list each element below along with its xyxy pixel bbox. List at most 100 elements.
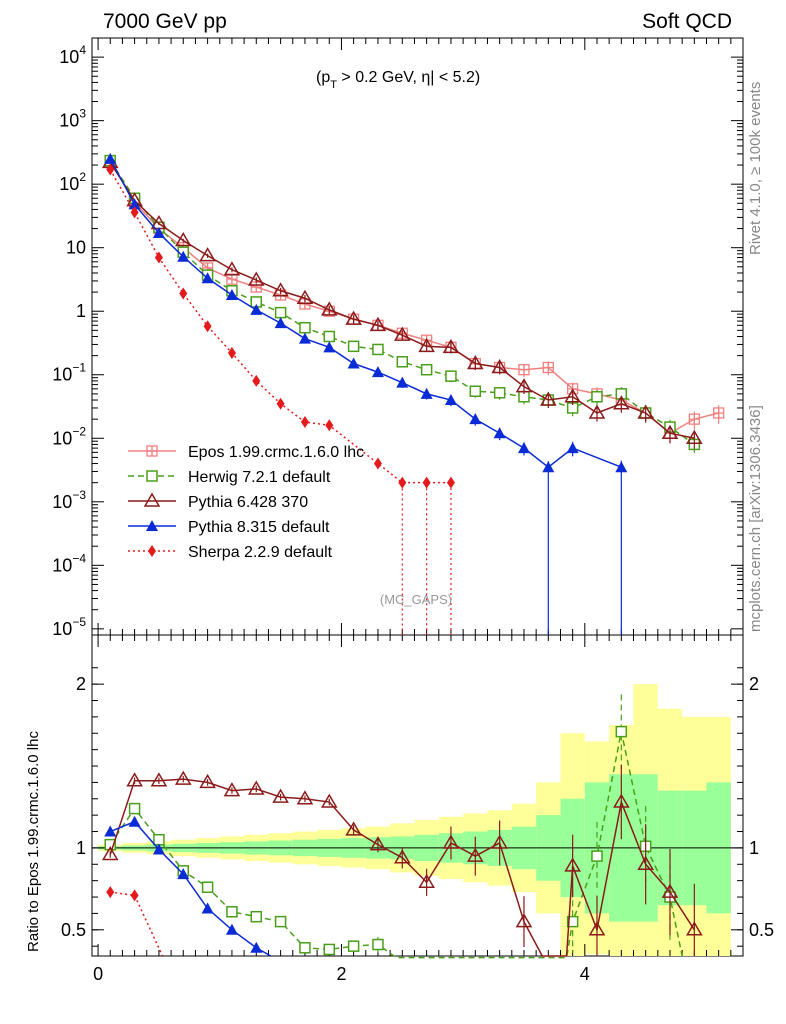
- main-point-2-5: [223, 261, 241, 276]
- legend-marker-3: [146, 520, 158, 531]
- main-line-1: [109, 160, 695, 446]
- main-point-2-13: [418, 337, 435, 353]
- main-ytick-label-6: 10−2: [52, 424, 86, 448]
- ratio-point-2-4: [201, 902, 214, 914]
- main-point-3-8: [298, 332, 311, 344]
- ytick-base: 10: [59, 47, 79, 67]
- main-point-4-5: [227, 346, 236, 359]
- main-series-3: [104, 152, 628, 635]
- main-point-2-7: [272, 282, 289, 297]
- main-point-2-14: [442, 338, 460, 354]
- annotation-open: (p: [316, 69, 330, 86]
- main-point-3-15: [469, 413, 482, 425]
- main-point-4-11: [398, 476, 407, 489]
- ratio-point-2-6: [250, 941, 263, 953]
- kinematic-annotation: (pT > 0.2 GeV, η| < 5.2): [316, 69, 480, 91]
- legend-label-0: Epos 1.99.crmc.1.6.0 lhc: [188, 444, 364, 461]
- main-point-4-6: [252, 374, 261, 387]
- ytick-base: 10: [52, 428, 72, 448]
- ratio-ytick-label-2: 2: [76, 674, 86, 694]
- main-point-2-19: [564, 388, 581, 403]
- ratio-line-3: [110, 891, 164, 957]
- ytick-base: 10: [52, 492, 72, 512]
- ytick-base: 10: [52, 555, 72, 575]
- main-ytick-label-8: 10−4: [52, 551, 86, 575]
- legend-label-2: Pythia 6.428 370: [188, 494, 308, 511]
- ratio-point-2-0: [104, 825, 117, 837]
- main-point-0-17-cross: [518, 364, 529, 375]
- ratio-ytick-label-1: 1: [76, 838, 86, 858]
- ratio-point-0-5: [226, 906, 238, 918]
- main-point-3-10: [347, 357, 360, 369]
- main-ytick-label-0: 104: [59, 43, 86, 67]
- legend-marker-1: [146, 470, 158, 482]
- main-point-4-1: [130, 206, 139, 219]
- ratio-point-2-5: [225, 923, 238, 935]
- main-point-3-6: [250, 303, 263, 315]
- ratio-point-0-0: [104, 838, 117, 851]
- main-point-1-10: [347, 340, 360, 353]
- ratio-xtick-label-2: 4: [580, 964, 590, 984]
- main-point-4-12: [422, 476, 431, 489]
- main-point-3-9: [323, 341, 336, 353]
- ratio-point-1-14: [442, 834, 460, 849]
- main-point-3-2: [152, 227, 165, 239]
- main-point-3-7: [274, 317, 287, 329]
- main-point-3-19: [566, 442, 579, 454]
- ytick-base: 10: [59, 111, 79, 131]
- main-ytick-label-3: 10: [66, 238, 86, 258]
- ratio-point-1-6: [247, 780, 265, 795]
- ratio-point-2-1: [128, 815, 141, 827]
- ratio-ytick-label-right-2: 2: [749, 674, 759, 694]
- mcplots-label: mcplots.cern.ch [arXiv:1306.3436]: [747, 405, 764, 632]
- ratio-point-0-15: [591, 850, 603, 862]
- ratio-point-1-11: [369, 836, 387, 851]
- main-ytick-label-7: 10−3: [52, 488, 86, 512]
- ratio-point-1-23: [637, 855, 654, 871]
- ytick-exp: −1: [72, 361, 86, 375]
- legend-label-1: Herwig 7.2.1 default: [188, 469, 331, 486]
- main-point-1-13: [420, 363, 433, 376]
- ratio-point-0-9: [323, 943, 336, 956]
- main-point-3-5: [225, 289, 238, 301]
- ytick-exp: 2: [79, 170, 86, 184]
- rivet-label: Rivet 4.1.0, ≥ 100k events: [747, 82, 764, 255]
- ratio-ytick-label-right-1: 1: [749, 838, 759, 858]
- ratio-xtick-label-1: 2: [336, 964, 346, 984]
- annotation-mid: > 0.2 GeV,: [337, 69, 421, 86]
- main-point-0-18-cross: [543, 362, 554, 373]
- ratio-point-0-16: [615, 725, 628, 738]
- main-point-1-12: [396, 356, 409, 368]
- main-point-1-8: [299, 321, 311, 334]
- ratio-point-1-12: [393, 849, 411, 864]
- ratio-point-3-0: [106, 886, 115, 899]
- ratio-point-0-1: [128, 802, 141, 815]
- ratio-point-1-25: [686, 921, 703, 936]
- main-ytick-label-5: 10−1: [52, 361, 86, 385]
- ratio-point-0-4: [201, 881, 214, 893]
- main-point-2-24: [686, 429, 703, 445]
- main-point-4-9: [325, 419, 334, 432]
- legend: Epos 1.99.crmc.1.6.0 lhc Herwig 7.2.1 def…: [128, 444, 364, 561]
- ratio-point-2-2: [152, 843, 165, 855]
- ratio-point-1-16: [491, 834, 508, 849]
- main-point-0-5-cross: [226, 274, 237, 285]
- legend-marker-0-cross: [147, 446, 157, 456]
- legend-marker-4: [148, 545, 156, 557]
- ratio-point-1-13: [418, 873, 435, 889]
- ratio-point-1-0: [101, 845, 119, 861]
- ratio-series-2: [104, 815, 272, 957]
- ratio-point-1-9: [320, 793, 338, 808]
- main-point-3-11: [371, 366, 384, 378]
- ratio-point-1-1: [126, 772, 143, 787]
- main-point-0-24-cross: [689, 414, 700, 425]
- main-point-3-1: [128, 198, 141, 210]
- main-point-3-13: [420, 387, 433, 399]
- ratio-point-1-24: [661, 883, 679, 898]
- main-point-0-25-cross: [713, 407, 724, 418]
- main-line-3: [109, 158, 622, 469]
- main-point-2-3: [174, 231, 192, 247]
- main-point-3-12: [396, 376, 409, 388]
- main-point-1-9: [323, 330, 336, 343]
- ytick-exp: −3: [72, 488, 86, 502]
